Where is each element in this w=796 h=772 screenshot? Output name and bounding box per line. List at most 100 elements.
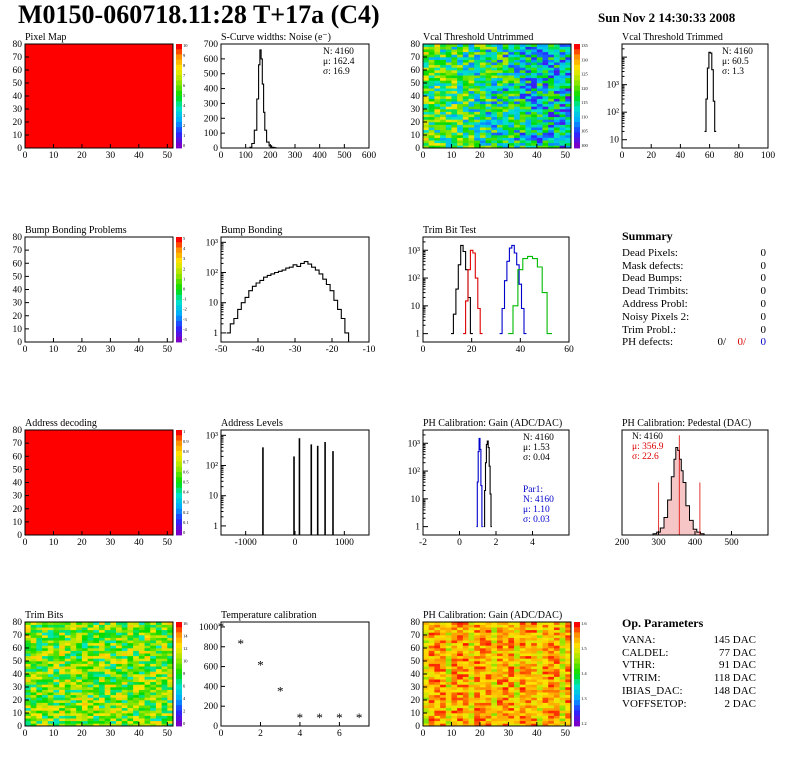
heatmap-cell — [99, 629, 105, 633]
heatmap-cell — [121, 661, 128, 664]
heatmap-cell — [508, 684, 515, 688]
heatmap-cell — [127, 707, 134, 711]
heatmap-cell — [451, 98, 458, 102]
heatmap-cell — [514, 98, 521, 102]
heatmap-cell — [565, 54, 572, 58]
heatmap-cell — [423, 75, 429, 79]
x-tick-label: 0 — [219, 729, 224, 739]
heatmap-cell — [47, 629, 54, 633]
heatmap-cell — [155, 650, 162, 654]
heatmap-cell — [76, 655, 83, 659]
heatmap-cell — [548, 720, 555, 724]
heatmap-cell — [525, 116, 532, 120]
heatmap-cell — [553, 111, 560, 115]
heatmap-cell — [479, 70, 486, 73]
summary-label: Trim Probl.: — [622, 323, 677, 336]
heatmap-cell — [121, 650, 128, 654]
timestamp: Sun Nov 2 14:30:33 2008 — [598, 10, 736, 25]
heatmap-cell — [451, 88, 458, 92]
heatmap-cell — [110, 705, 117, 709]
heatmap-cell — [42, 715, 49, 719]
heatmap-cell — [451, 650, 458, 654]
heatmap-cell — [462, 59, 469, 63]
heatmap-cell — [150, 689, 157, 693]
heatmap-cell — [468, 697, 475, 701]
y-tick-label: 10² — [408, 274, 421, 284]
heatmap-cell — [434, 124, 441, 128]
heatmap-cell — [428, 668, 435, 672]
heatmap-cell — [468, 674, 475, 677]
heatmap-cell — [451, 689, 458, 693]
heatmap-cell — [497, 710, 503, 714]
heatmap-cell — [525, 93, 532, 97]
heatmap-cell — [138, 640, 145, 644]
heatmap-cell — [87, 684, 94, 688]
heatmap-cell — [553, 140, 560, 144]
heatmap-cell — [462, 702, 469, 706]
heatmap-cell — [36, 645, 43, 649]
color-scale-segment — [176, 689, 182, 696]
heatmap-cell — [110, 653, 117, 657]
heatmap-cell — [127, 710, 134, 714]
heatmap-cell — [553, 46, 560, 50]
heatmap-cell — [502, 710, 509, 714]
heatmap-cell — [502, 51, 509, 55]
heatmap-cell — [445, 109, 452, 112]
heatmap-cell — [525, 723, 532, 727]
heatmap-cell — [519, 624, 526, 628]
plot-frame — [220, 621, 370, 727]
heatmap-cell — [30, 720, 37, 724]
heatmap-cell — [445, 663, 452, 667]
heatmap-cell — [167, 676, 174, 680]
heatmap-cell — [30, 645, 37, 649]
plot-frame — [220, 236, 370, 343]
heatmap-cell — [53, 681, 60, 685]
heatmap-cell — [451, 655, 458, 659]
x-tick-label: 50 — [561, 729, 571, 739]
x-tick-label: 50 — [163, 345, 173, 355]
heatmap-cell — [497, 106, 503, 110]
heatmap-cell — [548, 83, 555, 86]
heatmap-cell — [519, 663, 526, 667]
color-scale-segment — [176, 684, 182, 690]
heatmap-cell — [440, 632, 447, 636]
heatmap-cell — [536, 119, 543, 123]
heatmap-cell — [445, 710, 452, 714]
heatmap-cell — [491, 622, 498, 625]
heatmap-cell — [519, 687, 526, 690]
heatmap-cell — [457, 650, 464, 654]
color-scale-segment — [176, 472, 182, 478]
x-tick-label: 60 — [564, 345, 574, 355]
heatmap-cell — [440, 114, 447, 118]
color-scale-segment — [176, 456, 182, 462]
heatmap-cell — [30, 627, 37, 631]
heatmap-cell — [485, 106, 492, 110]
heatmap-cell — [531, 713, 538, 716]
heatmap-cell — [445, 51, 452, 55]
heatmap-cell — [423, 88, 429, 92]
heatmap-cell — [155, 637, 162, 641]
heatmap-cell — [525, 127, 532, 131]
color-scale-label: 7 — [183, 73, 186, 78]
color-scale-segment — [176, 451, 182, 457]
heatmap-cell — [167, 658, 174, 662]
heatmap-cell — [457, 119, 464, 123]
heatmap-cell — [99, 642, 105, 646]
y-tick-label: 1 — [415, 523, 420, 533]
color-scale-segment — [176, 336, 182, 343]
y-tick-label: 10 — [411, 302, 421, 312]
heatmap-cell — [479, 51, 486, 55]
heatmap-cell — [565, 145, 572, 149]
heatmap-cell — [133, 661, 140, 664]
heatmap-cell — [553, 88, 560, 92]
heatmap-cell — [70, 689, 77, 693]
color-scale-label: 1 — [183, 429, 185, 434]
heatmap-cell — [514, 671, 521, 675]
color-scale-segment — [176, 305, 182, 311]
heatmap-cell — [497, 132, 503, 136]
heatmap-cell — [428, 661, 435, 664]
heatmap-cell — [536, 140, 543, 144]
color-scale-segment — [574, 705, 580, 711]
heatmap-cell — [462, 663, 469, 667]
heatmap-cell — [491, 85, 498, 89]
